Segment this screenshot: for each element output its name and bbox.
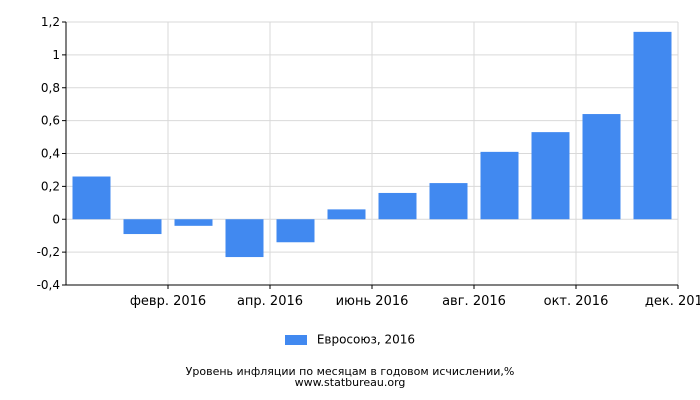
y-tick-label: -0,2 (37, 245, 60, 259)
legend-label: Евросоюз, 2016 (316, 332, 416, 347)
bar (327, 209, 366, 220)
y-tick-label: 1,2 (41, 15, 60, 29)
y-tick-labels: -0,4 -0,2 0 0,2 0,4 0,6 0,8 1 1,2 (37, 15, 60, 292)
x-tick-label: апр. 2016 (237, 294, 303, 309)
bar (378, 192, 417, 220)
legend-swatch (284, 334, 307, 345)
bar (72, 176, 111, 220)
caption-source: www.statbureau.org (294, 376, 406, 389)
axes (62, 21, 679, 289)
bars (72, 31, 672, 258)
y-tick-label: 0 (52, 212, 60, 226)
chart-caption: Уровень инфляции по месяцам в годовом ис… (0, 366, 700, 388)
y-tick-label: -0,4 (37, 278, 60, 292)
x-tick-label: окт. 2016 (544, 294, 609, 309)
bar (174, 219, 213, 226)
x-tick-labels: февр. 2016 апр. 2016 июнь 2016 авг. 2016 окт… (130, 294, 700, 309)
bar (225, 219, 264, 258)
bar (633, 31, 672, 220)
bar (480, 151, 519, 220)
y-tick-label: 0,4 (41, 147, 60, 161)
legend: Евросоюз, 2016 (0, 332, 700, 347)
bar (582, 114, 621, 220)
x-tick-label: дек. 2016 (645, 294, 700, 309)
x-tick-label: февр. 2016 (130, 294, 206, 309)
y-tick-label: 1 (52, 48, 60, 62)
x-tick-label: авг. 2016 (442, 294, 506, 309)
bar (429, 183, 468, 220)
caption-title: Уровень инфляции по месяцам в годовом ис… (185, 365, 515, 378)
bar (531, 132, 570, 220)
y-tick-label: 0,8 (41, 81, 60, 95)
bar (123, 219, 162, 235)
y-tick-label: 0,6 (41, 114, 60, 128)
y-tick-label: 0,2 (41, 179, 60, 193)
grid-lines (66, 21, 679, 286)
bar (276, 219, 315, 243)
x-tick-label: июнь 2016 (336, 294, 409, 309)
